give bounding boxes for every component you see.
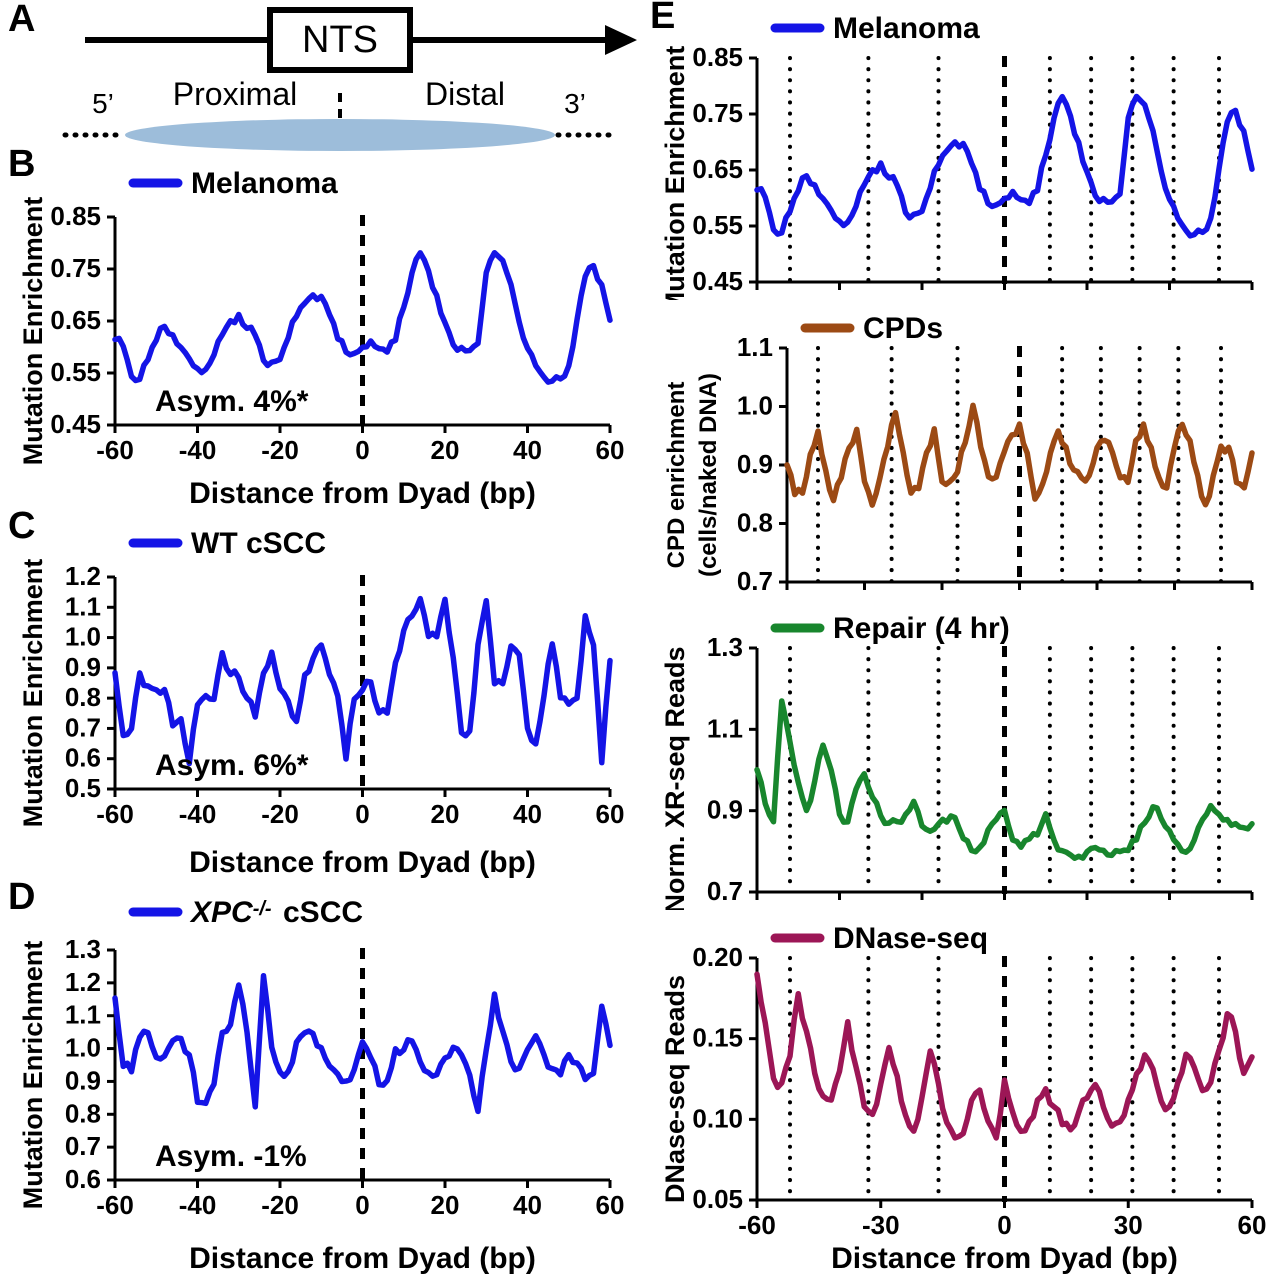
svg-text:1.3: 1.3 [65, 934, 101, 964]
svg-text:0.20: 0.20 [692, 942, 743, 972]
svg-text:XPC-/-: XPC-/- [189, 896, 272, 929]
svg-text:0.05: 0.05 [692, 1184, 743, 1214]
svg-text:-40: -40 [179, 799, 217, 829]
svg-text:0.85: 0.85 [50, 201, 101, 231]
svg-text:0.9: 0.9 [737, 449, 773, 479]
svg-text:5’: 5’ [92, 88, 114, 119]
svg-text:(cells/naked DNA): (cells/naked DNA) [695, 373, 722, 577]
svg-text:Mutation Enrichment: Mutation Enrichment [662, 46, 690, 300]
svg-text:0.55: 0.55 [692, 210, 743, 240]
svg-text:40: 40 [513, 799, 542, 829]
svg-text:0.9: 0.9 [707, 795, 743, 825]
svg-text:-40: -40 [179, 1190, 217, 1220]
svg-text:60: 60 [1238, 1210, 1267, 1240]
svg-text:0.75: 0.75 [692, 98, 743, 128]
svg-text:Melanoma: Melanoma [833, 12, 980, 45]
svg-text:60: 60 [596, 799, 625, 829]
svg-text:20: 20 [431, 435, 460, 465]
svg-text:Mutation Enrichment: Mutation Enrichment [20, 559, 48, 828]
svg-text:0.8: 0.8 [65, 682, 101, 712]
svg-text:-20: -20 [261, 1190, 299, 1220]
svg-text:0.8: 0.8 [65, 1098, 101, 1128]
svg-text:1.1: 1.1 [65, 1000, 101, 1030]
svg-text:Asym. 6%*: Asym. 6%* [155, 749, 309, 782]
svg-text:20: 20 [431, 799, 460, 829]
svg-text:1.1: 1.1 [65, 591, 101, 621]
svg-text:-60: -60 [738, 1210, 776, 1240]
svg-text:-20: -20 [261, 435, 299, 465]
svg-text:0: 0 [997, 1210, 1011, 1240]
svg-text:0.65: 0.65 [692, 154, 743, 184]
svg-text:0.10: 0.10 [692, 1103, 743, 1133]
svg-text:40: 40 [513, 1190, 542, 1220]
svg-text:DNase-seq Reads: DNase-seq Reads [662, 975, 690, 1203]
svg-text:40: 40 [513, 435, 542, 465]
svg-text:0.45: 0.45 [692, 266, 743, 296]
svg-text:Distance from Dyad (bp): Distance from Dyad (bp) [189, 1242, 536, 1275]
svg-text:0.65: 0.65 [50, 305, 101, 335]
svg-text:0.15: 0.15 [692, 1023, 743, 1053]
svg-text:0.8: 0.8 [737, 508, 773, 538]
svg-text:Distance from Dyad (bp): Distance from Dyad (bp) [189, 477, 536, 510]
svg-text:30: 30 [1114, 1210, 1143, 1240]
svg-text:NTS: NTS [302, 19, 378, 61]
svg-text:-60: -60 [96, 1190, 134, 1220]
svg-text:CPD enrichment: CPD enrichment [663, 382, 690, 569]
svg-text:60: 60 [596, 435, 625, 465]
svg-text:0: 0 [355, 799, 369, 829]
svg-text:1.3: 1.3 [707, 632, 743, 662]
svg-text:60: 60 [596, 1190, 625, 1220]
svg-text:Norm. XR-seq Reads: Norm. XR-seq Reads [662, 646, 690, 910]
svg-text:1.0: 1.0 [737, 391, 773, 421]
svg-text:Repair (4 hr): Repair (4 hr) [833, 612, 1010, 645]
svg-text:-60: -60 [96, 435, 134, 465]
svg-text:1.2: 1.2 [65, 967, 101, 997]
svg-text:-60: -60 [96, 799, 134, 829]
svg-text:Mutation Enrichment: Mutation Enrichment [20, 941, 48, 1210]
svg-text:0.7: 0.7 [65, 1131, 101, 1161]
svg-text:Asym. 4%*: Asym. 4%* [155, 385, 309, 418]
svg-text:0.85: 0.85 [692, 42, 743, 72]
svg-text:Proximal: Proximal [173, 76, 297, 112]
svg-text:0.6: 0.6 [65, 743, 101, 773]
svg-text:0.75: 0.75 [50, 253, 101, 283]
svg-text:0.9: 0.9 [65, 652, 101, 682]
svg-text:Mutation Enrichment: Mutation Enrichment [20, 197, 48, 466]
svg-text:1.0: 1.0 [65, 1033, 101, 1063]
svg-text:Asym. -1%: Asym. -1% [155, 1140, 307, 1173]
svg-text:Distal: Distal [425, 76, 505, 112]
svg-text:1.0: 1.0 [65, 622, 101, 652]
svg-text:0.45: 0.45 [50, 409, 101, 439]
svg-text:-20: -20 [261, 799, 299, 829]
svg-text:20: 20 [431, 1190, 460, 1220]
svg-text:0: 0 [355, 1190, 369, 1220]
svg-text:0: 0 [355, 435, 369, 465]
svg-text:0.7: 0.7 [65, 712, 101, 742]
svg-text:Melanoma: Melanoma [191, 167, 338, 200]
svg-text:1.2: 1.2 [65, 561, 101, 591]
svg-text:DNase-seq: DNase-seq [833, 922, 988, 955]
svg-text:CPDs: CPDs [863, 312, 943, 345]
svg-text:0.9: 0.9 [65, 1065, 101, 1095]
svg-text:Distance from Dyad (bp): Distance from Dyad (bp) [831, 1242, 1178, 1275]
svg-text:0.55: 0.55 [50, 357, 101, 387]
svg-text:-40: -40 [179, 435, 217, 465]
svg-text:0.7: 0.7 [737, 566, 773, 596]
svg-text:cSCC: cSCC [283, 896, 363, 929]
svg-text:1.1: 1.1 [737, 332, 773, 362]
svg-text:3’: 3’ [564, 88, 586, 119]
svg-text:-30: -30 [862, 1210, 900, 1240]
svg-text:Distance from Dyad (bp): Distance from Dyad (bp) [189, 846, 536, 879]
svg-text:WT cSCC: WT cSCC [191, 527, 326, 560]
svg-text:0.7: 0.7 [707, 876, 743, 906]
svg-text:1.1: 1.1 [707, 713, 743, 743]
